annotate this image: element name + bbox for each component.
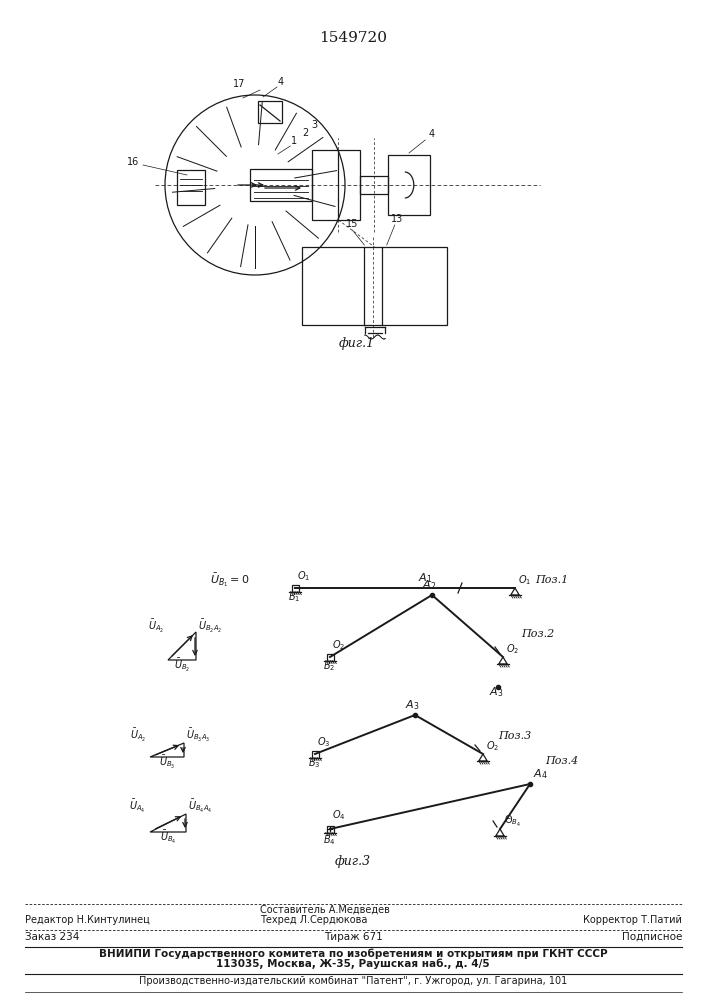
Bar [302, 247, 447, 325]
Text: фиг.3: фиг.3 [335, 855, 371, 868]
Bar [250, 169, 312, 201]
Text: 17: 17 [233, 79, 245, 89]
Text: $\bar{U}_{B_4}$: $\bar{U}_{B_4}$ [160, 829, 176, 846]
Text: $A_2$: $A_2$ [422, 578, 436, 592]
Text: $\bar{U}_{B_3}$: $\bar{U}_{B_3}$ [159, 754, 175, 771]
Text: Техред Л.Сердюкова: Техред Л.Сердюкова [260, 915, 368, 925]
Text: $B_3$: $B_3$ [308, 756, 320, 770]
Text: $\bar{U}_{A_2}$: $\bar{U}_{A_2}$ [129, 727, 146, 744]
Text: 4: 4 [278, 77, 284, 87]
Text: ВНИИПИ Государственного комитета по изобретениям и открытиям при ГКНТ СССР: ВНИИПИ Государственного комитета по изоб… [99, 948, 607, 959]
Text: Поз.4: Поз.4 [545, 756, 578, 766]
Text: Редактор Н.Кинтулинец: Редактор Н.Кинтулинец [25, 915, 150, 925]
Text: $B_4$: $B_4$ [322, 833, 335, 847]
Text: 2: 2 [303, 128, 309, 138]
Text: 1: 1 [291, 136, 298, 146]
Bar [388, 155, 430, 215]
Text: $A_3$: $A_3$ [405, 698, 419, 712]
Text: $\bar{U}_{A_4}$: $\bar{U}_{A_4}$ [129, 798, 146, 815]
Text: $O_4$: $O_4$ [332, 808, 346, 822]
Text: 4: 4 [428, 129, 434, 139]
Text: $O_3$: $O_3$ [317, 735, 330, 749]
Text: Тираж 671: Тираж 671 [324, 932, 382, 942]
Text: Производственно-издательский комбинат "Патент", г. Ужгород, ул. Гагарина, 101: Производственно-издательский комбинат "П… [139, 976, 567, 986]
Text: $A_1$: $A_1$ [418, 571, 432, 585]
Text: $B_2$: $B_2$ [323, 659, 335, 673]
Text: $\Theta_{B_4}$: $\Theta_{B_4}$ [504, 814, 521, 829]
Text: $O_2$: $O_2$ [486, 739, 499, 753]
Bar [258, 101, 282, 123]
Text: Подписное: Подписное [621, 932, 682, 942]
Text: $\bar{U}_{A_2}$: $\bar{U}_{A_2}$ [148, 618, 164, 635]
Text: 113035, Москва, Ж-35, Раушская наб., д. 4/5: 113035, Москва, Ж-35, Раушская наб., д. … [216, 958, 490, 969]
Text: $\bar{U}_{B_1}=0$: $\bar{U}_{B_1}=0$ [210, 572, 250, 589]
Bar [312, 150, 360, 220]
Text: $O_2$: $O_2$ [506, 642, 519, 656]
Text: Заказ 234: Заказ 234 [25, 932, 79, 942]
Text: Поз.2: Поз.2 [521, 629, 554, 639]
Text: 16: 16 [127, 157, 139, 167]
Text: Корректор Т.Патий: Корректор Т.Патий [583, 915, 682, 925]
Text: Поз.1: Поз.1 [535, 575, 568, 585]
Bar [291, 584, 298, 591]
Text: $\bar{U}_{B_4 A_4}$: $\bar{U}_{B_4 A_4}$ [188, 798, 213, 815]
Text: $O_1$: $O_1$ [297, 569, 310, 583]
Text: Составитель А.Медведев: Составитель А.Медведев [260, 905, 390, 915]
Text: фиг.1: фиг.1 [339, 337, 375, 350]
Text: Поз.3: Поз.3 [498, 731, 531, 741]
Text: $A_3$: $A_3$ [489, 685, 503, 699]
Bar [177, 170, 205, 205]
Text: $\bar{U}_{B_2 A_2}$: $\bar{U}_{B_2 A_2}$ [198, 618, 223, 635]
Text: $A_4$: $A_4$ [533, 767, 548, 781]
Text: $\bar{U}_{B_3 A_3}$: $\bar{U}_{B_3 A_3}$ [186, 727, 211, 744]
Text: 15: 15 [346, 219, 358, 229]
Bar [327, 654, 334, 660]
Text: $B_1$: $B_1$ [288, 590, 300, 604]
Text: $O_2$: $O_2$ [332, 638, 345, 652]
Bar [327, 826, 334, 832]
Text: 1549720: 1549720 [319, 31, 387, 45]
Bar [360, 176, 388, 194]
Text: $\bar{U}_{B_2}$: $\bar{U}_{B_2}$ [174, 657, 190, 674]
Bar [312, 750, 318, 758]
Text: 3: 3 [311, 120, 317, 130]
Text: $O_1$: $O_1$ [518, 573, 531, 587]
Text: 13: 13 [391, 214, 403, 224]
